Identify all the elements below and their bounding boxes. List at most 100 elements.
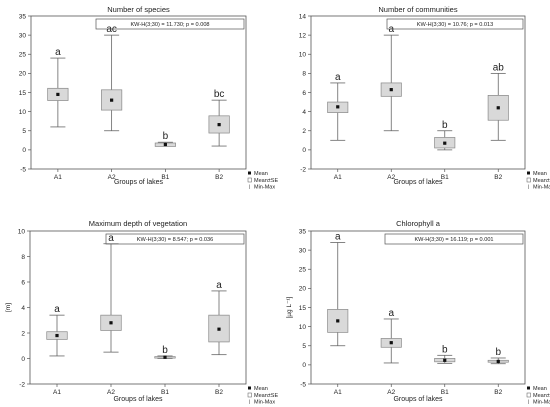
y-tick-label: 5 — [302, 343, 306, 350]
mean-point — [217, 123, 221, 127]
legend-se-label: Mean±SE — [533, 393, 550, 399]
x-tick-label: B2 — [215, 389, 223, 396]
group-letter: b — [442, 344, 448, 355]
plot-frame — [310, 15, 526, 170]
y-tick-label: 12 — [299, 32, 307, 39]
x-tick-label: A2 — [108, 174, 116, 181]
y-tick-label: 6 — [302, 90, 306, 97]
group-letter: b — [442, 120, 448, 131]
legend-minmax-label: Min-Max — [533, 400, 550, 406]
x-tick-label: B1 — [161, 174, 169, 181]
y-tick-label: 14 — [299, 13, 307, 20]
y-tick-label: 10 — [18, 228, 26, 235]
mean-point — [56, 92, 60, 97]
mean-point — [496, 106, 500, 110]
x-tick-label: A1 — [334, 389, 342, 396]
y-axis-label: [µg L⁻¹] — [286, 296, 293, 318]
y-tick-label: 35 — [299, 228, 307, 235]
group-letter: ab — [493, 62, 505, 73]
legend-mean-marker — [527, 171, 530, 175]
legend-mean-label: Mean — [254, 171, 268, 177]
y-tick-label: 25 — [19, 52, 27, 59]
stat-text: KW-H(3;30) = 11.730; p = 0.008 — [130, 22, 209, 28]
y-tick-label: 2 — [302, 128, 306, 135]
x-axis-label: Groups of lakes — [114, 179, 164, 186]
chart-panel-4: Chlorophyll a -5 0 5 10 15 20 25 30 35 [µg L⁻¹] A1 A… — [286, 219, 550, 406]
y-tick-label: 15 — [19, 90, 27, 97]
y-tick-label: 30 — [299, 247, 307, 254]
mean-point — [217, 327, 221, 331]
x-tick-label: B1 — [441, 389, 449, 396]
x-tick-label: B2 — [494, 174, 502, 181]
legend-se-marker — [526, 392, 531, 398]
stat-text: KW-H(3;30) = 16.119; p = 0.001 — [414, 237, 493, 243]
y-tick-label: 25 — [299, 267, 307, 274]
legend-mean-marker — [248, 386, 251, 390]
y-tick-label: -2 — [300, 166, 306, 173]
y-tick-label: 0 — [302, 147, 306, 154]
y-tick-label: 0 — [302, 362, 306, 369]
y-tick-label: 6 — [21, 279, 25, 286]
legend-mean-label: Mean — [533, 171, 547, 177]
y-tick-label: 10 — [299, 324, 307, 331]
chart-panel-3: Maximum depth of vegetation -2 0 2 4 6 8 10 [m] A… — [5, 219, 278, 406]
legend-se-label: Mean±SE — [254, 393, 278, 399]
y-tick-label: 5 — [22, 128, 26, 135]
mean-point — [496, 359, 500, 364]
legend-se-marker — [247, 177, 252, 183]
group-letter: a — [335, 72, 341, 83]
x-tick-label: B2 — [215, 174, 223, 181]
mean-point — [110, 98, 114, 102]
y-tick-label: 30 — [19, 32, 27, 39]
group-letter: b — [162, 345, 168, 356]
y-tick-label: 8 — [302, 71, 306, 78]
y-tick-label: 15 — [299, 305, 307, 312]
mean-point — [163, 355, 167, 359]
y-tick-label: 10 — [299, 52, 307, 59]
x-tick-label: A1 — [54, 174, 62, 181]
chart-title: Number of communities — [378, 5, 457, 14]
legend-minmax-label: Min-Max — [254, 185, 275, 191]
group-letter: a — [55, 47, 61, 58]
mean-point — [163, 142, 167, 147]
legend-mean-marker — [248, 171, 251, 175]
mean-point — [55, 333, 59, 338]
x-tick-label: A1 — [334, 174, 342, 181]
y-tick-label: 10 — [19, 109, 27, 116]
mean-point — [443, 141, 447, 145]
x-tick-label: A2 — [107, 389, 115, 396]
stat-text: KW-H(3;30) = 8.547; p = 0.036 — [137, 237, 213, 243]
stat-box — [386, 18, 524, 30]
legend-mean-label: Mean — [533, 386, 547, 392]
plot-frame — [29, 230, 247, 385]
y-tick-label: 20 — [299, 286, 307, 293]
group-letter: a — [388, 308, 394, 319]
legend-mean-marker — [527, 386, 530, 390]
y-tick-label: 0 — [21, 356, 25, 363]
y-tick-label: 20 — [19, 71, 27, 78]
y-tick-label: 4 — [302, 109, 306, 116]
group-letter: a — [388, 24, 394, 35]
stat-text: KW-H(3;30) = 10.76; p = 0.013 — [417, 22, 493, 28]
stat-box — [105, 233, 245, 245]
y-tick-label: 0 — [22, 147, 26, 154]
y-tick-label: 35 — [19, 13, 27, 20]
y-tick-label: 4 — [21, 305, 25, 312]
y-axis-label: [m] — [5, 303, 12, 312]
mean-point — [389, 341, 393, 345]
group-letter: a — [335, 231, 341, 242]
legend-minmax-label: Min-Max — [254, 400, 275, 406]
group-letter: a — [54, 304, 60, 315]
legend-se-label: Mean±SE — [533, 178, 550, 184]
group-letter: a — [108, 233, 114, 244]
x-axis-label: Groups of lakes — [393, 179, 443, 186]
mean-point — [443, 358, 447, 362]
legend-mean-label: Mean — [254, 386, 268, 392]
chart-title: Number of species — [107, 5, 170, 14]
legend-minmax-label: Min-Max — [533, 185, 550, 191]
y-tick-label: -5 — [20, 166, 26, 173]
